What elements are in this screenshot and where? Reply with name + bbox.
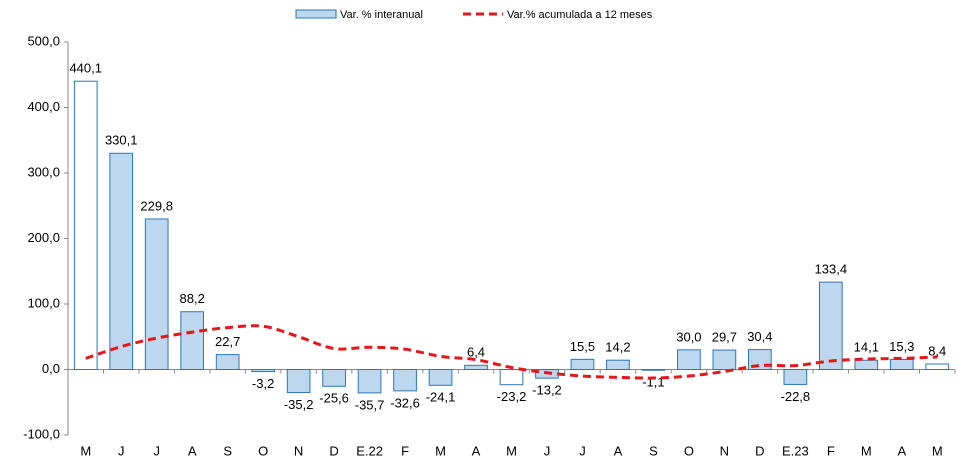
bar [783,369,808,385]
bar [428,369,453,386]
value-label: 330,1 [105,133,138,148]
x-tick-label: M [80,443,91,458]
line [85,324,938,380]
value-label: 29,7 [712,329,737,344]
legend-label: Var. % interanual [340,9,423,21]
bar [251,369,275,373]
bar [73,80,98,370]
y-tick-label: 0,0 [42,361,60,376]
x-tick-label: N [294,443,303,458]
x-tick-label: E.23 [782,443,809,458]
bar [499,369,524,386]
y-tick-label: 300,0 [27,164,60,179]
value-label: -3,2 [252,376,274,391]
x-tick-label: J [153,443,160,458]
value-label: -1,1 [642,375,664,390]
value-label: 22,7 [215,334,240,349]
bar [712,349,737,371]
value-label: -35,2 [284,397,314,412]
value-label: 30,0 [676,329,701,344]
value-label: -32,6 [390,395,420,410]
x-tick-label: J [118,443,125,458]
value-label: 6,4 [467,345,485,360]
y-tick-label: 400,0 [27,99,60,114]
bar [357,369,382,394]
value-label: 8,4 [928,343,946,358]
x-tick-label: S [223,443,232,458]
x-tick-label: F [827,443,835,458]
x-tick-label: M [932,443,943,458]
x-tick-label: D [755,443,764,458]
x-tick-label: N [720,443,729,458]
value-label: -22,8 [781,389,811,404]
bar [464,364,488,371]
x-tick-label: J [544,443,551,458]
y-tick-label: 100,0 [27,295,60,310]
value-label: 133,4 [815,262,848,277]
x-tick-label: J [579,443,586,458]
value-label: 15,3 [889,339,914,354]
value-label: 15,5 [570,339,595,354]
value-label: 14,1 [854,340,879,355]
y-tick-label: 500,0 [27,33,60,48]
value-label: -35,7 [355,397,385,412]
y-tick-label: 200,0 [27,230,60,245]
x-tick-label: A [472,443,481,458]
bar [925,363,950,370]
bar [109,152,134,370]
bar [570,358,595,371]
value-label: 14,2 [605,340,630,355]
bar [677,349,701,371]
bar [606,359,630,371]
value-label: 30,4 [747,329,772,344]
x-tick-label: A [614,443,623,458]
value-label: -25,6 [319,391,349,406]
x-tick-label: O [258,443,268,458]
bar [641,369,666,371]
bar [286,369,311,394]
value-label: -13,2 [532,383,562,398]
legend-label: Var.% acumulada a 12 meses [507,9,653,21]
x-tick-label: F [401,443,409,458]
value-label: -24,1 [426,390,456,405]
x-tick-label: O [684,443,694,458]
x-tick-label: M [435,443,446,458]
bar [393,369,417,392]
bar [818,281,843,370]
value-label: 229,8 [140,198,173,213]
value-label: 440,1 [69,61,102,76]
x-tick-label: M [506,443,517,458]
bar [322,369,346,387]
bar [215,354,240,370]
bar [180,311,205,371]
bar [144,218,169,370]
y-tick-label: -100,0 [23,426,60,441]
bar [854,359,879,370]
bar [889,358,914,370]
value-label: -23,2 [497,389,527,404]
x-tick-label: E.22 [356,443,383,458]
x-tick-label: A [188,443,197,458]
x-tick-label: D [329,443,338,458]
legend-swatch [295,9,337,19]
x-tick-label: S [649,443,658,458]
x-tick-label: M [861,443,872,458]
value-label: 88,2 [180,291,205,306]
x-tick-label: A [897,443,906,458]
